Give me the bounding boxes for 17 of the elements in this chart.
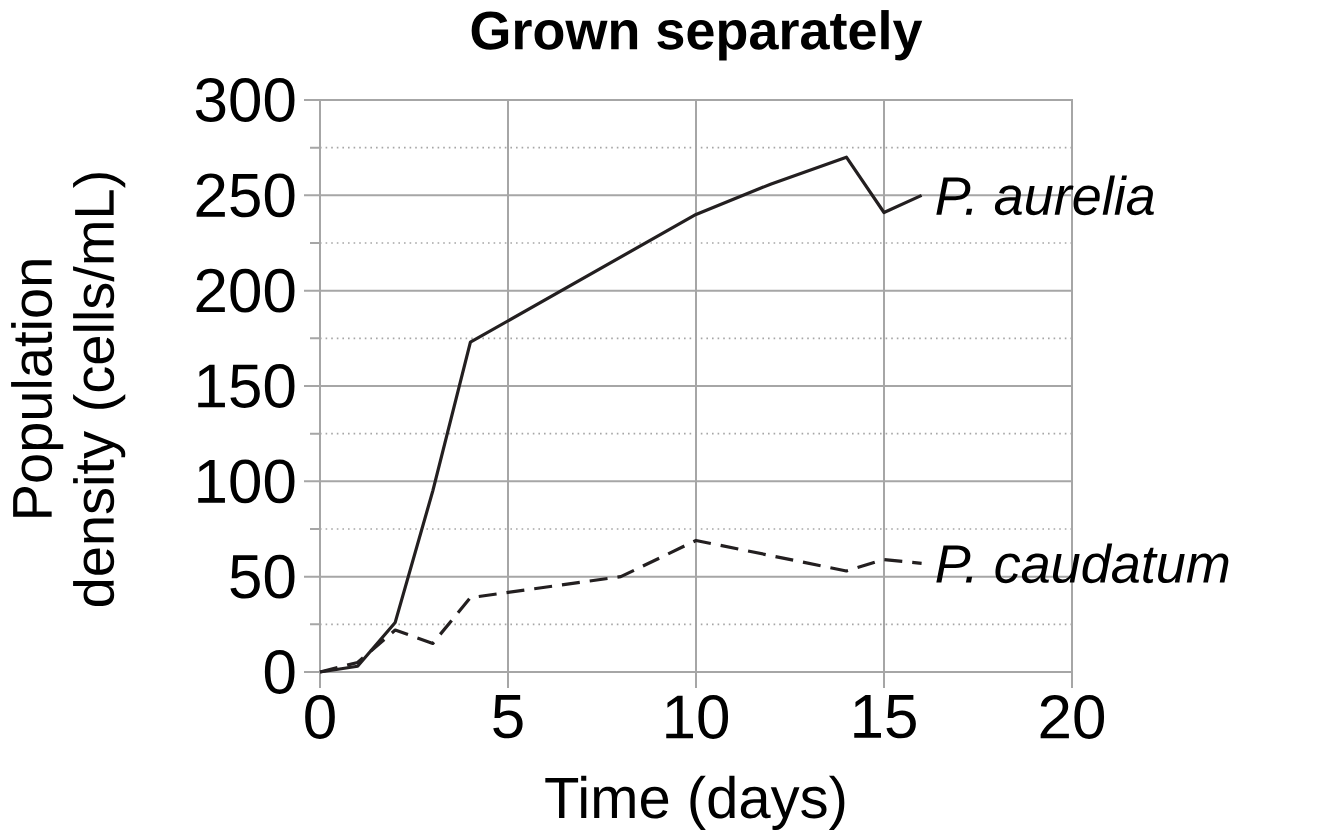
x-axis-title: Time (days) [545,775,845,830]
chart-title: Grown separately [471,10,923,61]
x-tick-label: 15 [854,695,916,739]
y-tick-label: 0 [264,650,295,694]
y-tick-label: 50 [230,554,295,599]
series-label: P. caudatum [936,543,1229,584]
y-tick-label: 300 [195,78,295,122]
x-tick-label: 10 [666,695,729,739]
x-tick-label: 20 [1040,695,1105,739]
x-tick-label: 5 [493,695,523,739]
y-tick-label: 150 [198,364,295,408]
y-tick-label: 200 [196,268,295,313]
y-tick-label: 250 [196,173,295,218]
series-label: P. aurelia [936,175,1154,216]
x-tick-label: 0 [305,695,335,739]
y-axis-title: Population density (cells/mL) [11,173,126,607]
y-tick-label: 100 [198,459,295,504]
